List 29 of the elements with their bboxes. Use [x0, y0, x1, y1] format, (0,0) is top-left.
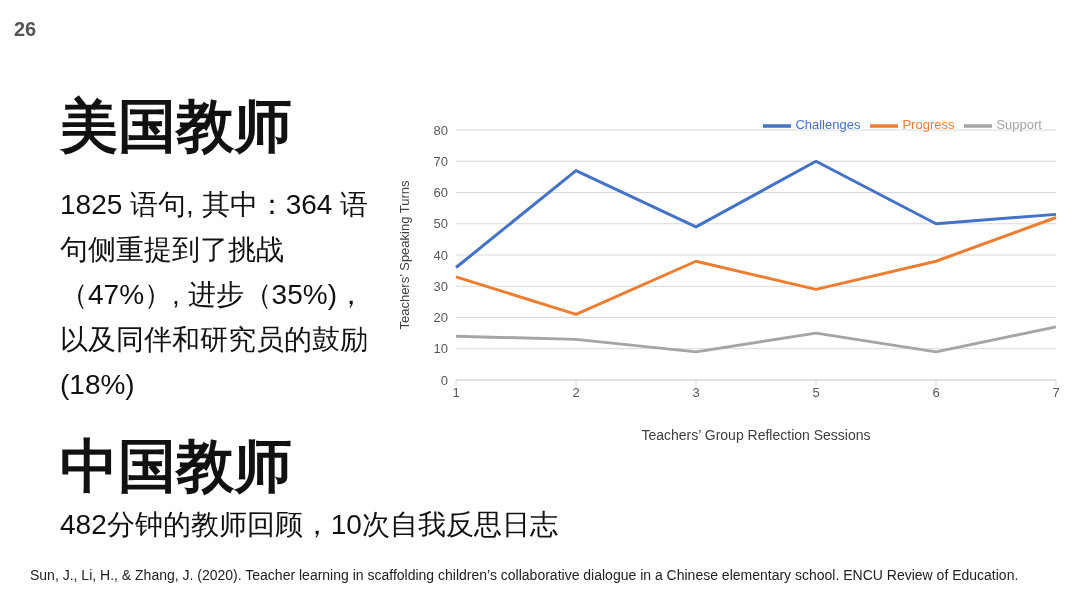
x-tick-label: 5: [812, 385, 820, 401]
y-tick-label: 60: [433, 185, 448, 201]
legend-label: Challenges: [795, 117, 861, 133]
x-tick-label: 7: [1052, 385, 1060, 401]
legend-label: Support: [996, 117, 1042, 133]
text: 1825 语句, 其中：364 语句侧重提到了挑战（47%）, 进步（35%)，以及同伴和研究员的鼓励 (18%): [60, 188, 370, 402]
line-series: [454, 159, 1058, 269]
text: Sun, J., Li, H., & Zhang, J. (2020). Teacher learning in scaffolding children’s collaborative dialogue in a Chinese elementary school. ENCU Review of Education.: [30, 566, 1020, 585]
legend-label: Progress: [902, 117, 955, 133]
y-tick-label: 70: [433, 153, 448, 169]
text: 482分钟的教师回顾，10次自我反思日志: [60, 508, 558, 542]
line-series: [454, 325, 1058, 354]
x-axis-title: Teachers’ Group Reflection Sessions: [641, 427, 871, 443]
x-tick-label: 6: [932, 385, 940, 401]
y-axis-title: Teachers’ Speaking Turns: [396, 179, 412, 330]
text: 26: [14, 18, 37, 41]
text: 美国教师: [60, 92, 292, 160]
y-tick-label: 20: [433, 310, 448, 326]
y-tick-label: 80: [433, 122, 448, 138]
y-tick-label: 30: [433, 278, 448, 294]
x-tick-label: 3: [692, 385, 700, 401]
y-tick-label: 40: [433, 247, 448, 263]
y-tick-label: 50: [433, 216, 448, 232]
y-tick-label: 10: [433, 341, 448, 357]
line-series: [454, 216, 1058, 316]
text: 中国教师: [60, 432, 292, 500]
x-tick-label: 2: [572, 385, 580, 401]
x-tick-label: 1: [452, 385, 460, 401]
y-tick-label: 0: [440, 372, 448, 388]
